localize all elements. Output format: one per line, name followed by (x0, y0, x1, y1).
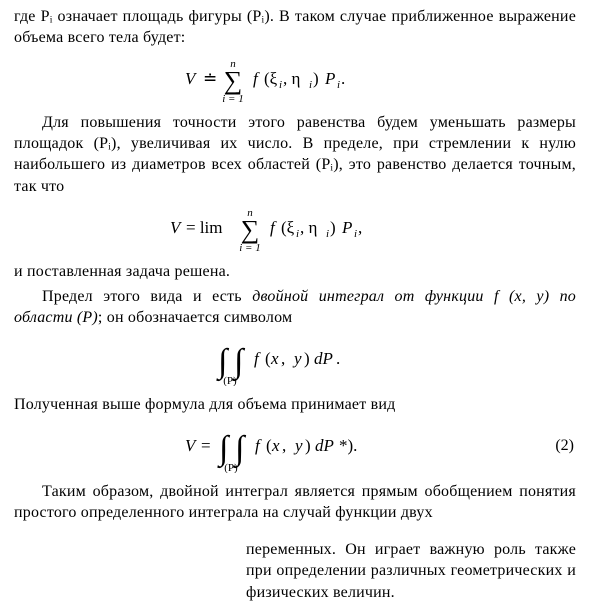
svg-text:, η: , η (283, 69, 300, 88)
svg-text:*).: *). (339, 436, 357, 455)
svg-text:P: P (341, 218, 352, 237)
svg-text:V: V (185, 436, 198, 455)
para-4c: ; он обозначается символом (98, 309, 292, 326)
para-5: Полученная выше формула для объема прини… (14, 394, 576, 415)
svg-text:i = 1: i = 1 (222, 93, 243, 104)
svg-text:P: P (324, 69, 335, 88)
svg-text:i: i (279, 79, 282, 91)
para-4a: Предел этого вида и есть (42, 288, 252, 305)
svg-text:,: , (282, 436, 286, 455)
svg-text:,: , (358, 218, 362, 237)
svg-text:i: i (296, 228, 299, 240)
svg-text:dP: dP (314, 349, 333, 368)
svg-text:f: f (254, 349, 261, 368)
svg-text:): ) (305, 436, 311, 455)
equation-2: V = lim n ∑ i = 1 f (ξ i , η i ) P i , (14, 203, 576, 253)
svg-text:(ξ: (ξ (281, 218, 295, 237)
para-7: переменных. Он играет важную роль также … (246, 539, 576, 602)
equation-3: ∫ ∫ (P) f ( x , y ) dP . (14, 334, 576, 386)
equation-1: V ≐ n ∑ i = 1 f (ξ i , η i ) P i . (14, 54, 576, 104)
svg-text:dP: dP (315, 436, 334, 455)
svg-text:f: f (255, 436, 262, 455)
svg-text:∑: ∑ (241, 215, 260, 244)
equation-4: V = ∫ ∫ (P) f ( x , y ) dP *). (2) (14, 421, 576, 473)
svg-text:.: . (341, 69, 345, 88)
svg-text:= lim: = lim (186, 218, 223, 237)
svg-text:≐: ≐ (203, 69, 217, 88)
svg-text:(ξ: (ξ (264, 69, 278, 88)
svg-text:(P): (P) (224, 462, 238, 473)
svg-text:i: i (309, 79, 312, 91)
svg-text:y: y (292, 349, 302, 368)
svg-text:x: x (271, 436, 280, 455)
svg-text:, η: , η (300, 218, 317, 237)
svg-text:f: f (270, 218, 277, 237)
equation-2-svg: V = lim n ∑ i = 1 f (ξ i , η i ) P i , (170, 203, 420, 253)
equation-4-number: (2) (555, 435, 574, 456)
para-4: Предел этого вида и есть двойной интегра… (14, 286, 576, 328)
svg-text:,: , (281, 349, 285, 368)
svg-text:f: f (253, 69, 260, 88)
svg-text:∑: ∑ (224, 66, 243, 95)
svg-text:.: . (336, 349, 340, 368)
svg-text:i: i (337, 79, 340, 91)
equation-1-svg: V ≐ n ∑ i = 1 f (ξ i , η i ) P i . (185, 54, 405, 104)
para-6: Таким образом, двойной интеграл является… (14, 481, 576, 523)
svg-text:i: i (326, 228, 329, 240)
svg-text:): ) (304, 349, 310, 368)
equation-3-svg: ∫ ∫ (P) f ( x , y ) dP . (210, 334, 380, 386)
para-2: Для повышения точности этого равенства б… (14, 112, 576, 196)
svg-text:i: i (354, 228, 357, 240)
svg-text:y: y (293, 436, 303, 455)
para-1: где Pᵢ означает площадь фигуры (Pᵢ). В т… (14, 6, 576, 48)
svg-text:): ) (313, 69, 319, 88)
svg-text:(P): (P) (223, 375, 237, 386)
svg-text:): ) (330, 218, 336, 237)
svg-text:=: = (201, 436, 211, 455)
svg-text:V: V (170, 218, 183, 237)
para-3: и поставленная задача решена. (14, 261, 576, 282)
equation-4-svg: V = ∫ ∫ (P) f ( x , y ) dP *). (185, 421, 405, 473)
svg-text:i = 1: i = 1 (239, 242, 260, 253)
svg-text:x: x (270, 349, 279, 368)
svg-text:V: V (185, 69, 198, 88)
